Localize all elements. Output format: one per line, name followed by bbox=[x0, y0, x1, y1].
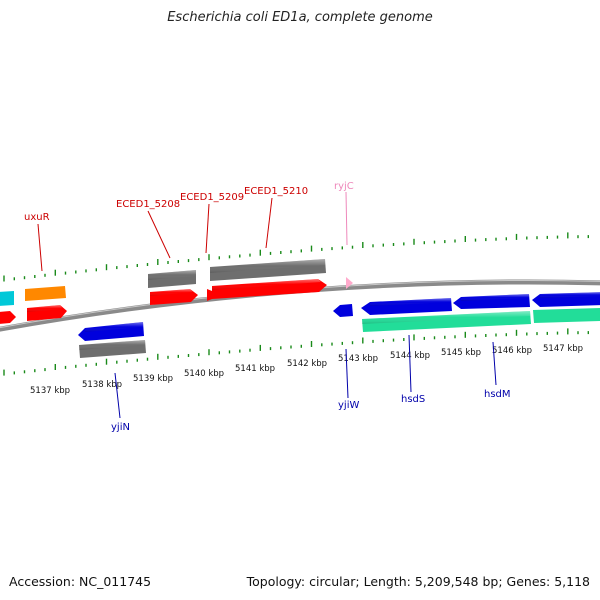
label-hsdM: hsdM bbox=[484, 389, 511, 400]
lower-outer-track bbox=[79, 308, 600, 358]
lower-tick-row bbox=[3, 328, 589, 376]
gene-red-5209[interactable] bbox=[207, 289, 212, 301]
scale-label-5139: 5139 kbp bbox=[133, 374, 173, 384]
scale-label-5143: 5143 kbp bbox=[338, 354, 378, 364]
accession-text: Accession: NC_011745 bbox=[9, 574, 152, 589]
upper-inner-track bbox=[0, 277, 353, 324]
gene-cyan[interactable] bbox=[0, 291, 14, 306]
scale-label-5145: 5145 kbp bbox=[441, 348, 481, 358]
scale-label-5147: 5147 kbp bbox=[543, 344, 583, 354]
label-leaders bbox=[37, 191, 497, 419]
scale-label-5137: 5137 kbp bbox=[30, 386, 70, 396]
rna-ryjC[interactable] bbox=[346, 277, 353, 289]
label-eced1-5208: ECED1_5208 bbox=[116, 199, 180, 210]
upper-tick-row bbox=[3, 232, 589, 282]
lower-inner-track bbox=[78, 292, 600, 341]
label-eced1-5210: ECED1_5210 bbox=[244, 186, 308, 197]
gene-teal-hsdM[interactable] bbox=[533, 308, 600, 323]
gene-red-left[interactable] bbox=[0, 311, 16, 324]
gene-labels: uxuR ECED1_5208 ECED1_5209 ECED1_5210 ry… bbox=[24, 181, 511, 433]
scale-label-5141: 5141 kbp bbox=[235, 364, 275, 374]
genome-summary-text: Topology: circular; Length: 5,209,548 bp… bbox=[246, 574, 590, 589]
label-ryjC: ryjC bbox=[334, 181, 354, 192]
label-yjiW: yjiW bbox=[338, 400, 359, 411]
label-eced1-5209: ECED1_5209 bbox=[180, 192, 244, 203]
scale-label-5140: 5140 kbp bbox=[184, 369, 224, 379]
gene-red-5210[interactable] bbox=[212, 279, 327, 299]
scale-label-5142: 5142 kbp bbox=[287, 359, 327, 369]
scale-label-5146: 5146 kbp bbox=[492, 346, 532, 356]
label-hsdS: hsdS bbox=[401, 394, 425, 405]
map-title: Escherichia coli ED1a, complete genome bbox=[167, 10, 433, 25]
upper-outer-track bbox=[0, 259, 326, 306]
label-uxuR: uxuR bbox=[24, 212, 50, 223]
scale-labels: 5137 kbp 5138 kbp 5139 kbp 5140 kbp 5141… bbox=[30, 344, 583, 396]
scale-label-5138: 5138 kbp bbox=[82, 380, 122, 390]
gene-orange[interactable] bbox=[25, 286, 66, 301]
label-yjiN: yjiN bbox=[111, 422, 130, 433]
gene-blue-yjiW[interactable] bbox=[333, 304, 353, 317]
